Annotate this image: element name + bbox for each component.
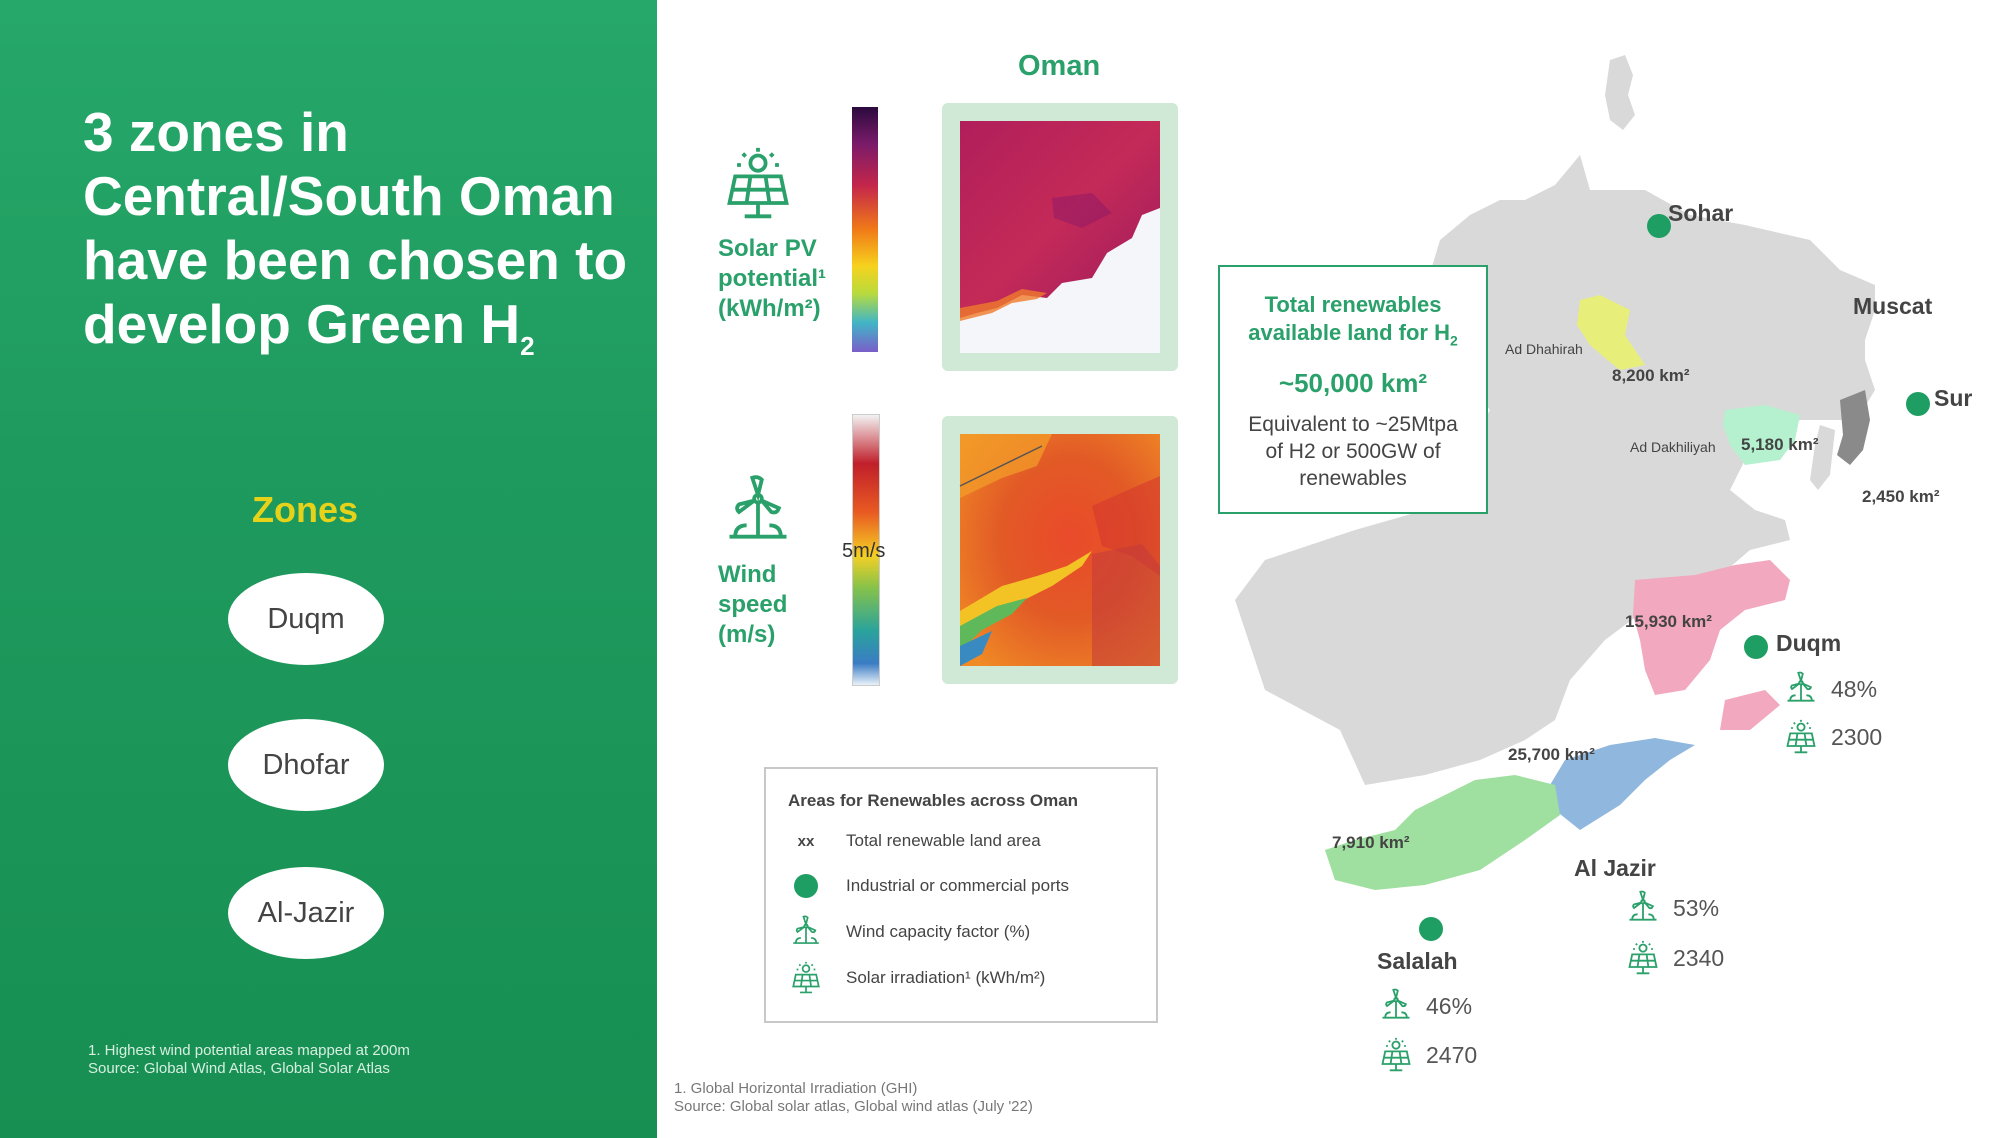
wind-label-line: Wind	[718, 561, 777, 588]
duqm-wind-value: 48%	[1831, 675, 1878, 702]
port-salalah-dot	[1419, 917, 1443, 941]
city-duqm: Duqm	[1776, 630, 1842, 656]
wind-map	[942, 416, 1178, 684]
oman-title: Oman	[1018, 50, 1101, 82]
port-sohar-dot	[1647, 214, 1671, 238]
wind-colorbar	[852, 414, 880, 686]
right-footnote: 1. Global Horizontal Irradiation (GHI) S…	[674, 1080, 1033, 1116]
left-footnote-source: Source: Global Wind Atlas, Global Solar …	[88, 1060, 390, 1077]
city-salalah: Salalah	[1377, 948, 1458, 974]
jazir-solar-stat: 2340	[1625, 940, 1724, 976]
solar-panel-icon	[789, 961, 823, 995]
legend-row-wind: Wind capacity factor (%)	[788, 915, 1030, 949]
zone-ad-dakhiliyah-shape	[1723, 405, 1800, 465]
salalah-solar-stat: 2470	[1378, 1037, 1477, 1073]
area-jazir: 25,700 km²	[1508, 745, 1595, 764]
total-box-title-line: Total renewables	[1264, 292, 1442, 317]
wind-turbine-icon	[1783, 671, 1819, 707]
total-box-desc-line: renewables	[1299, 467, 1407, 491]
area-duqm: 15,930 km²	[1625, 612, 1712, 631]
headline-text: 3 zones in Central/South Oman have been …	[83, 101, 628, 355]
city-sur: Sur	[1934, 385, 1973, 411]
port-duqm-dot	[1744, 635, 1768, 659]
legend-title: Areas for Renewables across Oman	[788, 791, 1079, 810]
solar-map	[942, 103, 1178, 371]
wind-label: Wind speed (m/s)	[718, 560, 787, 650]
total-box-desc-line: of H2 or 500GW of	[1265, 440, 1441, 464]
solar-panel-icon	[1625, 940, 1661, 976]
legend-row-land-area: xx Total renewable land area	[788, 831, 1041, 851]
salalah-solar-value: 2470	[1426, 1041, 1478, 1068]
zone-jazir-shape	[1550, 738, 1695, 830]
wind-colorbar-label: 5m/s	[842, 540, 886, 562]
total-box-title-sub: 2	[1449, 332, 1458, 349]
total-box-value: ~50,000 km²	[1278, 368, 1428, 399]
solar-label-unit: (kWh/m²)	[718, 295, 821, 322]
total-renewables-box: Total renewables available land for H2 ~…	[1218, 265, 1488, 514]
legend-row-ports: Industrial or commercial ports	[788, 873, 1069, 899]
jazir-wind-stat: 53%	[1625, 890, 1719, 926]
legend-box: Areas for Renewables across Oman xx Tota…	[764, 767, 1158, 1023]
city-al-jazir: Al Jazir	[1574, 855, 1656, 881]
zone-duqm-shape	[1633, 560, 1790, 695]
region-ad-dhahirah: Ad Dhahirah	[1505, 341, 1583, 357]
total-box-description: Equivalent to ~25Mtpa of H2 or 500GW of …	[1220, 411, 1486, 492]
right-footnote-source: Source: Global solar atlas, Global wind …	[674, 1098, 1033, 1115]
port-sur-dot	[1906, 392, 1930, 416]
legend-xx-symbol: xx	[797, 832, 815, 850]
wind-label-unit: (m/s)	[718, 621, 776, 648]
zone-pill-dhofar[interactable]: Dhofar	[228, 719, 384, 811]
duqm-wind-stat: 48%	[1783, 671, 1877, 707]
total-box-title: Total renewables available land for H2	[1220, 291, 1486, 354]
area-dhahirah: 8,200 km²	[1612, 366, 1690, 385]
solar-panel-icon	[720, 146, 796, 222]
jazir-solar-value: 2340	[1673, 944, 1725, 971]
headline: 3 zones in Central/South Oman have been …	[83, 100, 643, 366]
zone-pill-al-jazir[interactable]: Al-Jazir	[228, 867, 384, 959]
duqm-solar-value: 2300	[1831, 723, 1883, 750]
region-ad-dakhiliyah: Ad Dakhiliyah	[1630, 439, 1716, 455]
left-panel: 3 zones in Central/South Oman have been …	[0, 0, 657, 1138]
wind-turbine-icon	[720, 474, 796, 550]
solar-label: Solar PV potential¹ (kWh/m²)	[718, 234, 826, 324]
total-box-title-line: available land for H	[1248, 320, 1450, 345]
port-dot-icon	[794, 874, 818, 898]
salalah-wind-value: 46%	[1426, 992, 1473, 1019]
legend-row-label: Wind capacity factor (%)	[846, 922, 1031, 941]
wind-turbine-icon	[1625, 890, 1661, 926]
wind-label-line: speed	[718, 591, 788, 618]
wind-turbine-icon	[1378, 988, 1414, 1024]
duqm-solar-stat: 2300	[1783, 719, 1882, 755]
solar-label-line: potential¹	[718, 265, 826, 292]
jazir-wind-value: 53%	[1673, 894, 1720, 921]
legend-row-label: Industrial or commercial ports	[846, 876, 1069, 895]
solar-panel-icon	[1378, 1037, 1414, 1073]
solar-label-line: Solar PV	[718, 235, 817, 262]
zone-sur-shape	[1837, 390, 1870, 465]
solar-colorbar	[852, 107, 878, 352]
area-sur: 2,450 km²	[1862, 487, 1940, 506]
solar-panel-icon	[1783, 719, 1819, 755]
zone-pill-duqm[interactable]: Duqm	[228, 573, 384, 665]
city-muscat: Muscat	[1853, 293, 1933, 319]
legend-row-label: Total renewable land area	[846, 831, 1041, 850]
wind-turbine-icon	[789, 915, 823, 949]
zones-heading: Zones	[251, 489, 358, 530]
legend-row-label: Solar irradiation¹ (kWh/m²)	[846, 968, 1046, 987]
total-box-desc-line: Equivalent to ~25Mtpa	[1248, 413, 1458, 437]
area-dakhiliyah: 5,180 km²	[1741, 435, 1819, 454]
left-footnote-line: 1. Highest wind potential areas mapped a…	[88, 1042, 410, 1059]
zone-salalah-shape	[1325, 775, 1560, 890]
zone-ad-dhahirah-shape	[1577, 295, 1645, 370]
area-salalah: 7,910 km²	[1332, 833, 1410, 852]
oman-map	[1235, 55, 1930, 941]
right-footnote-line: 1. Global Horizontal Irradiation (GHI)	[674, 1080, 918, 1097]
city-sohar: Sohar	[1668, 200, 1734, 226]
salalah-wind-stat: 46%	[1378, 988, 1472, 1024]
left-footnote: 1. Highest wind potential areas mapped a…	[88, 1042, 410, 1078]
legend-row-solar: Solar irradiation¹ (kWh/m²)	[788, 961, 1045, 995]
headline-subscript: 2	[520, 331, 535, 361]
